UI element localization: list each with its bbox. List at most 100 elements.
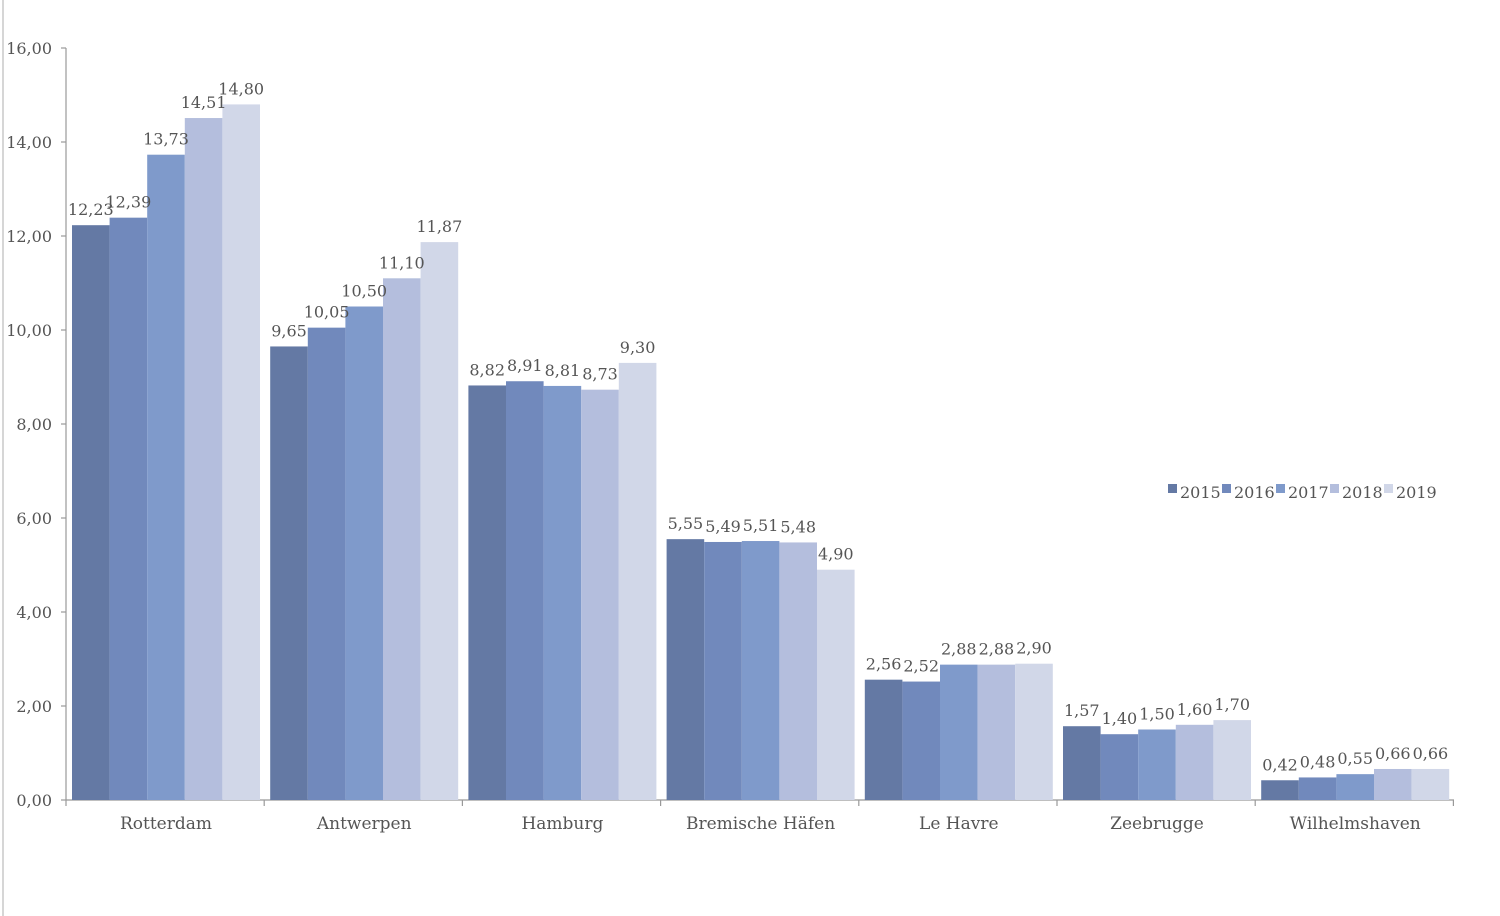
bar xyxy=(817,569,855,800)
data-label: 1,50 xyxy=(1139,705,1175,724)
bar xyxy=(1336,774,1374,800)
bar xyxy=(1138,729,1176,800)
data-label: 10,05 xyxy=(304,303,350,322)
bar xyxy=(270,346,308,800)
legend-swatch xyxy=(1330,484,1339,493)
y-tick-label: 2,00 xyxy=(16,697,52,716)
legend-label: 2018 xyxy=(1342,483,1383,502)
category-label: Le Havre xyxy=(919,814,999,834)
data-label: 2,56 xyxy=(866,655,902,674)
bar xyxy=(618,362,657,800)
bar xyxy=(383,278,421,800)
bar xyxy=(307,327,346,800)
bar xyxy=(1261,780,1299,800)
data-label: 1,57 xyxy=(1064,701,1100,720)
y-tick-label: 16,00 xyxy=(6,39,52,58)
data-label: 10,50 xyxy=(341,282,387,301)
bar xyxy=(581,389,619,800)
bar xyxy=(1298,777,1337,800)
data-label: 5,49 xyxy=(705,517,741,536)
data-label: 0,42 xyxy=(1262,755,1298,774)
bar xyxy=(222,104,260,800)
y-tick-label: 4,00 xyxy=(16,603,52,622)
bar xyxy=(902,681,940,800)
data-label: 8,73 xyxy=(582,365,618,384)
bar xyxy=(543,385,582,800)
data-label: 5,51 xyxy=(743,516,779,535)
bar xyxy=(704,541,742,800)
bar xyxy=(468,385,506,800)
y-tick-label: 10,00 xyxy=(6,321,52,340)
bar xyxy=(1213,720,1251,800)
y-tick-label: 14,00 xyxy=(6,133,52,152)
bar xyxy=(666,539,705,800)
legend-swatch xyxy=(1276,484,1285,493)
bars xyxy=(72,104,1450,801)
bar xyxy=(1411,768,1450,800)
data-label: 2,52 xyxy=(903,657,939,676)
data-label: 8,82 xyxy=(469,360,505,379)
bar xyxy=(72,225,110,800)
x-axis: Rotterdam Antwerpen Hamburg Bremische Häfen… xyxy=(65,799,1455,834)
data-label: 8,81 xyxy=(545,361,581,380)
category-label: Bremische Häfen xyxy=(686,814,835,834)
data-label: 0,48 xyxy=(1300,752,1336,771)
data-label: 2,88 xyxy=(979,640,1015,659)
data-label: 12,39 xyxy=(105,193,151,212)
category-label: Zeebrugge xyxy=(1110,814,1204,834)
legend-swatch xyxy=(1222,484,1231,493)
data-label: 5,55 xyxy=(668,514,704,533)
bar xyxy=(1063,726,1101,800)
bar xyxy=(1175,724,1214,800)
bar xyxy=(779,542,817,800)
data-label: 9,65 xyxy=(271,321,307,340)
bar xyxy=(1100,734,1139,800)
bar xyxy=(1015,663,1053,800)
data-label: 2,90 xyxy=(1016,639,1052,658)
legend: 2015 2016 2017 2018 2019 xyxy=(1168,483,1437,502)
data-label: 0,55 xyxy=(1337,749,1373,768)
category-label: Hamburg xyxy=(521,814,603,834)
legend-swatch xyxy=(1384,484,1393,493)
category-label: Wilhelmshaven xyxy=(1290,814,1421,834)
data-label: 11,10 xyxy=(379,253,425,272)
data-label: 0,66 xyxy=(1375,744,1411,763)
data-label: 14,80 xyxy=(218,79,264,98)
bar xyxy=(1374,768,1412,800)
data-label: 8,91 xyxy=(507,356,543,375)
data-label: 13,73 xyxy=(143,130,189,149)
legend-label: 2016 xyxy=(1234,483,1275,502)
category-label: Rotterdam xyxy=(120,814,212,834)
bar xyxy=(741,541,780,800)
data-label: 2,88 xyxy=(941,640,977,659)
bar xyxy=(506,381,544,800)
data-label: 14,51 xyxy=(181,93,227,112)
bar xyxy=(977,664,1016,800)
legend-label: 2019 xyxy=(1396,483,1437,502)
legend-swatch xyxy=(1168,484,1177,493)
data-label: 11,87 xyxy=(416,217,462,236)
bar xyxy=(147,154,185,800)
data-label: 0,66 xyxy=(1413,744,1449,763)
bar xyxy=(940,664,978,800)
data-label: 1,70 xyxy=(1214,695,1250,714)
data-label: 1,60 xyxy=(1177,700,1213,719)
legend-label: 2017 xyxy=(1288,483,1329,502)
bar xyxy=(864,679,903,800)
legend-label: 2015 xyxy=(1180,483,1221,502)
bar xyxy=(109,217,148,801)
y-axis: 0,00 2,00 4,00 6,00 8,00 10,00 12,00 14,00 16,00 xyxy=(6,39,67,810)
y-tick-label: 8,00 xyxy=(16,415,52,434)
y-tick-label: 12,00 xyxy=(6,227,52,246)
data-label: 4,90 xyxy=(818,545,854,564)
bar xyxy=(184,118,223,800)
data-label: 1,40 xyxy=(1102,709,1138,728)
y-tick-label: 6,00 xyxy=(16,509,52,528)
category-label: Antwerpen xyxy=(316,814,412,834)
data-label: 9,30 xyxy=(620,338,656,357)
y-tick-label: 0,00 xyxy=(16,791,52,810)
bar xyxy=(420,242,459,801)
data-label: 5,48 xyxy=(780,517,816,536)
